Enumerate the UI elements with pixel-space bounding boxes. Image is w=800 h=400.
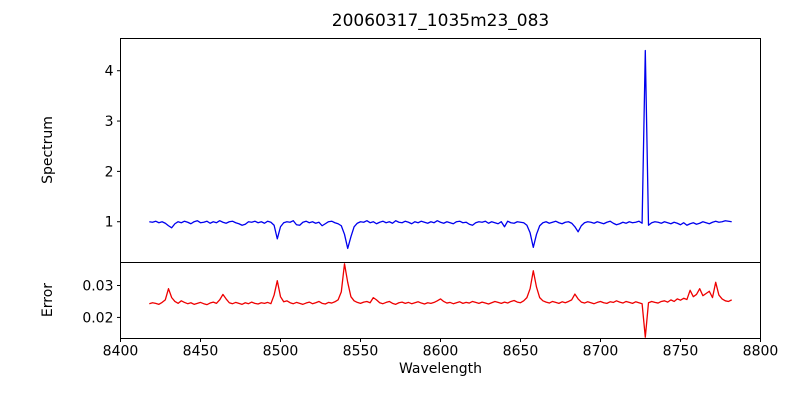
error-curve-line	[149, 263, 732, 338]
x-tick-label: 8800	[743, 344, 779, 360]
y-tick-label: 4	[105, 64, 114, 80]
y-tick-label: 0.02	[82, 310, 113, 326]
x-tick-label: 8650	[503, 344, 539, 360]
x-tick-label: 8400	[103, 344, 139, 360]
chart-title: 20060317_1035m23_083	[331, 11, 550, 31]
panel-frame-spectrum	[120, 38, 761, 263]
x-tick-label: 8600	[423, 344, 459, 360]
y-tick-label: 2	[105, 164, 114, 180]
y-tick-label: 1	[105, 215, 114, 231]
x-tick-label: 8550	[343, 344, 379, 360]
y-tick-label: 0.03	[82, 278, 113, 294]
x-tick-label: 8700	[583, 344, 619, 360]
x-tick-label: 8450	[183, 344, 219, 360]
y-tick-label: 3	[105, 114, 114, 130]
x-tick-label: 8750	[663, 344, 699, 360]
x-tick-label: 8500	[263, 344, 299, 360]
spectrum-flux-line	[149, 49, 732, 250]
x-axis-label: Wavelength	[398, 361, 483, 377]
